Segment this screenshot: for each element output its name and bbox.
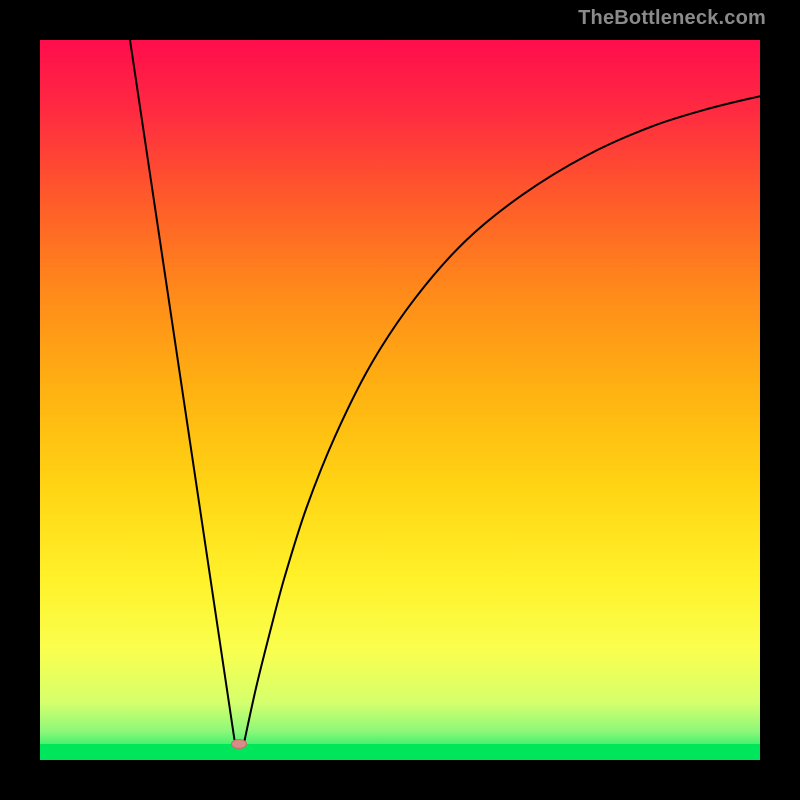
chart-container: TheBottleneck.com (0, 0, 800, 800)
watermark-text: TheBottleneck.com (578, 7, 766, 30)
black-frame (0, 0, 800, 800)
